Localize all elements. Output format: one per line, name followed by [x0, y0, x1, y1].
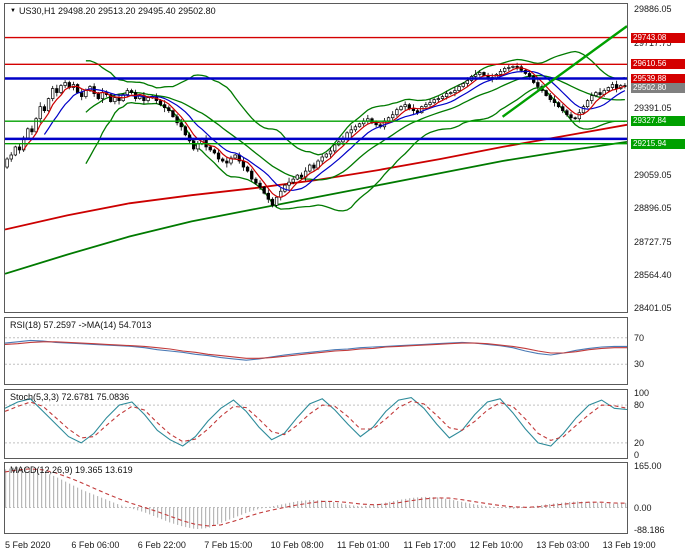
price-level-badge: 29743.08	[631, 32, 685, 43]
time-axis-label: 6 Feb 06:00	[71, 540, 120, 550]
price-axis-label: 28401.05	[634, 302, 672, 313]
macd-title: MACD(12,26,9) 19.365 13.619	[10, 465, 133, 475]
main-chart-canvas[interactable]	[5, 4, 627, 312]
band-lower	[85, 86, 625, 212]
price-axis-label: 29391.05	[634, 103, 672, 114]
rsi-panel[interactable]: RSI(18) 57.2597 ->MA(14) 54.7013	[4, 317, 628, 385]
candles-group	[5, 62, 627, 208]
time-axis-label: 11 Feb 01:00	[337, 540, 390, 550]
macd-panel[interactable]: MACD(12,26,9) 19.365 13.619	[4, 462, 628, 534]
ma-fast-line	[23, 67, 626, 198]
price-axis-label: 28564.40	[634, 269, 672, 280]
main-chart-panel[interactable]: ▼ US30,H1 29498.20 29513.20 29495.40 2950…	[4, 3, 628, 313]
price-axis-label: 28896.05	[634, 203, 672, 214]
slow-ma-line-1	[5, 141, 627, 275]
ma-slow-line	[43, 70, 626, 191]
macd-histogram	[5, 466, 627, 530]
macd-canvas[interactable]	[5, 463, 627, 533]
rsi-canvas[interactable]	[5, 318, 627, 384]
time-axis-label: 10 Feb 08:00	[270, 540, 324, 550]
time-axis-label: 13 Feb 03:00	[536, 540, 590, 550]
price-axis-label: 28727.75	[634, 236, 672, 247]
macd-axis-label: 0.00	[634, 502, 652, 513]
time-axis-label: 6 Feb 22:00	[137, 540, 186, 550]
macd-axis-label: -88.186	[634, 524, 665, 535]
stochastic-axis-label: 100	[634, 387, 650, 398]
price-axis-label: 29886.05	[634, 3, 672, 14]
stochastic-%d-line	[5, 400, 627, 443]
rsi-axis-label: 70	[634, 332, 645, 343]
time-axis[interactable]: 5 Feb 2020 6 Feb 06:00 6 Feb 22:00 7 Feb 15…	[0, 538, 700, 556]
chart-title: ▼ US30,H1 29498.20 29513.20 29495.40 2950…	[10, 6, 216, 16]
stochastic-axis-label: 20	[634, 437, 645, 448]
rsi-ma-line	[5, 341, 627, 359]
price-level-badge: 29327.84	[631, 116, 685, 127]
price-axis-label: 29059.05	[634, 170, 672, 181]
trendline	[501, 25, 627, 118]
band-upper	[85, 50, 626, 156]
price-level-badge: 29610.56	[631, 59, 685, 70]
price-axis[interactable]: 29886.05 29717.75 29391.05 29059.05 28896.05…	[630, 0, 700, 536]
time-axis-label: 5 Feb 2020	[5, 540, 51, 550]
stochastic-title: Stoch(5,3,3) 72.6781 75.0836	[10, 392, 130, 402]
rsi-axis-label: 30	[634, 359, 645, 370]
rsi-rsi-line	[5, 339, 627, 361]
price-level-badge: 29215.94	[631, 138, 685, 149]
stochastic-canvas[interactable]	[5, 390, 627, 458]
time-axis-label: 11 Feb 17:00	[403, 540, 456, 550]
time-axis-label: 7 Feb 15:00	[204, 540, 253, 550]
stochastic-panel[interactable]: Stoch(5,3,3) 72.6781 75.0836	[4, 389, 628, 459]
time-axis-label: 13 Feb 19:00	[602, 540, 656, 550]
rsi-title: RSI(18) 57.2597 ->MA(14) 54.7013	[10, 320, 152, 330]
macd-axis-label: 165.00	[634, 460, 662, 471]
time-axis-label: 12 Feb 10:00	[469, 540, 523, 550]
symbol-dropdown-icon[interactable]: ▼	[10, 8, 16, 14]
stochastic-axis-label: 0	[634, 450, 640, 461]
stochastic-axis-label: 80	[634, 400, 645, 411]
chart-title-text: US30,H1 29498.20 29513.20 29495.40 29502…	[18, 6, 216, 16]
macd-signal-line	[5, 468, 627, 527]
price-level-badge: 29539.88	[631, 73, 685, 84]
price-axis-label: 29717.75	[634, 37, 672, 48]
current-price-badge: 29502.80	[631, 82, 685, 93]
stochastic-%k-line	[5, 397, 627, 447]
